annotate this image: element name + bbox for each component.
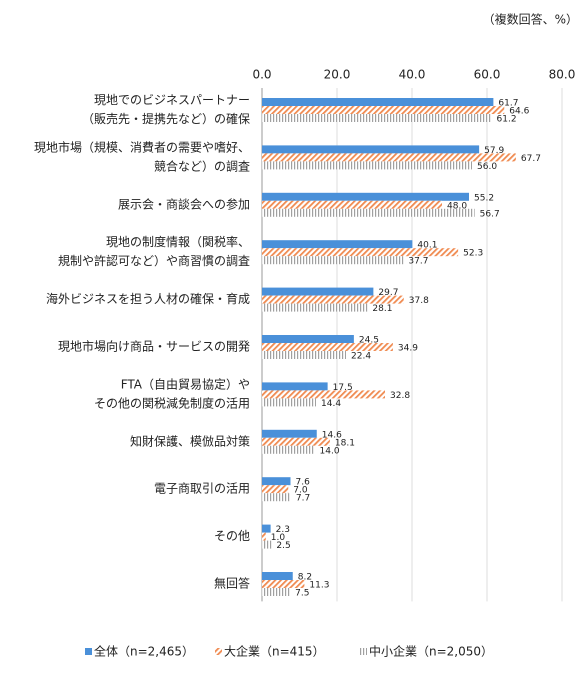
value-label: 14.4	[321, 399, 341, 409]
bar	[262, 114, 492, 122]
bar	[262, 382, 328, 391]
bar	[262, 240, 413, 249]
legend-label: 中小企業（n=2,050）	[369, 644, 493, 659]
bar	[262, 572, 293, 580]
bar	[262, 588, 291, 596]
bar	[262, 192, 469, 201]
value-label: 1.0	[271, 533, 286, 543]
legend-swatch	[85, 648, 92, 655]
bar	[262, 398, 316, 407]
x-tick-label: 20.0	[324, 68, 351, 82]
value-label: 56.7	[480, 209, 500, 219]
bar	[262, 335, 354, 343]
bar	[262, 161, 472, 170]
value-label: 14.6	[322, 430, 342, 440]
value-label: 8.2	[298, 573, 312, 583]
x-tick-label: 40.0	[399, 68, 426, 82]
value-label: 64.6	[509, 107, 529, 117]
bar	[262, 580, 305, 588]
value-label: 24.5	[359, 336, 379, 346]
bar	[262, 429, 317, 438]
category-label: その他の関税減免制度の活用	[94, 395, 250, 410]
bar	[262, 445, 315, 454]
category-label: 知財保護、模倣品対策	[130, 433, 250, 448]
bar	[262, 532, 266, 541]
category-label: 展示会・商談会への参加	[118, 196, 250, 211]
value-label: 7.0	[293, 486, 308, 496]
category-label: 無回答	[214, 576, 250, 591]
value-label: 28.1	[372, 304, 392, 314]
legend-label: 全体（n=2,465）	[94, 644, 194, 659]
bar	[262, 98, 494, 106]
bar	[262, 145, 480, 154]
value-label: 40.1	[417, 241, 437, 251]
bar	[262, 390, 385, 399]
value-label: 2.5	[276, 541, 290, 551]
value-label: 7.7	[296, 494, 310, 504]
value-label: 7.6	[296, 478, 311, 488]
x-tick-label: 0.0	[252, 68, 271, 82]
bar	[262, 287, 374, 296]
value-label: 61.7	[498, 99, 518, 109]
x-tick-label: 80.0	[549, 68, 576, 82]
value-label: 34.9	[398, 344, 418, 354]
bar	[262, 437, 330, 446]
value-label: 67.7	[521, 154, 541, 164]
category-label: 現地市場（規模、消費者の需要や嗜好、	[34, 139, 250, 154]
category-label: 現地の制度情報（関税率、	[106, 234, 250, 249]
bar	[262, 295, 404, 304]
bar	[262, 303, 368, 312]
bar	[262, 493, 291, 502]
bar	[262, 248, 459, 257]
value-label: 57.9	[484, 146, 504, 156]
bar	[262, 485, 289, 494]
value-label: 11.3	[309, 581, 329, 591]
legend-label: 大企業（n=415）	[224, 644, 325, 659]
category-label: FTA（自由貿易協定）や	[121, 376, 250, 391]
unit-note: （複数回答、%）	[483, 12, 578, 27]
category-label: 電子商取引の活用	[154, 481, 250, 496]
bar	[262, 351, 346, 359]
bar	[262, 477, 291, 486]
bar	[262, 524, 271, 533]
category-label: （販売先・提携先など）の確保	[82, 111, 250, 126]
bar	[262, 343, 393, 351]
value-label: 61.2	[497, 115, 517, 125]
bar	[262, 153, 516, 162]
category-label: 海外ビジネスを担う人材の確保・育成	[46, 291, 250, 306]
bar	[262, 200, 442, 209]
bar	[262, 106, 505, 114]
value-label: 56.0	[477, 162, 497, 172]
bar	[262, 208, 475, 217]
value-label: 17.5	[333, 383, 353, 393]
value-label: 37.7	[408, 257, 428, 267]
value-label: 55.2	[474, 193, 494, 203]
value-label: 14.0	[320, 446, 340, 456]
value-label: 32.8	[390, 391, 410, 401]
legend-swatch	[360, 648, 367, 655]
x-tick-label: 60.0	[474, 68, 501, 82]
bar	[262, 256, 404, 265]
category-label: 現地でのビジネスパートナー	[94, 93, 250, 107]
value-label: 18.1	[335, 438, 355, 448]
legend-swatch	[215, 648, 222, 655]
category-label: 競合など）の調査	[154, 158, 250, 173]
bar	[262, 540, 272, 549]
category-label: 現地市場向け商品・サービスの開発	[58, 339, 250, 354]
value-label: 2.3	[276, 525, 290, 535]
value-label: 7.5	[295, 589, 309, 599]
value-label: 29.7	[378, 288, 398, 298]
value-label: 52.3	[463, 249, 483, 259]
category-label: その他	[214, 529, 250, 543]
category-label: 規制や許認可など）や商習慣の調査	[58, 253, 250, 268]
value-label: 22.4	[351, 352, 371, 362]
value-label: 37.8	[409, 296, 429, 306]
value-label: 48.0	[447, 201, 467, 211]
